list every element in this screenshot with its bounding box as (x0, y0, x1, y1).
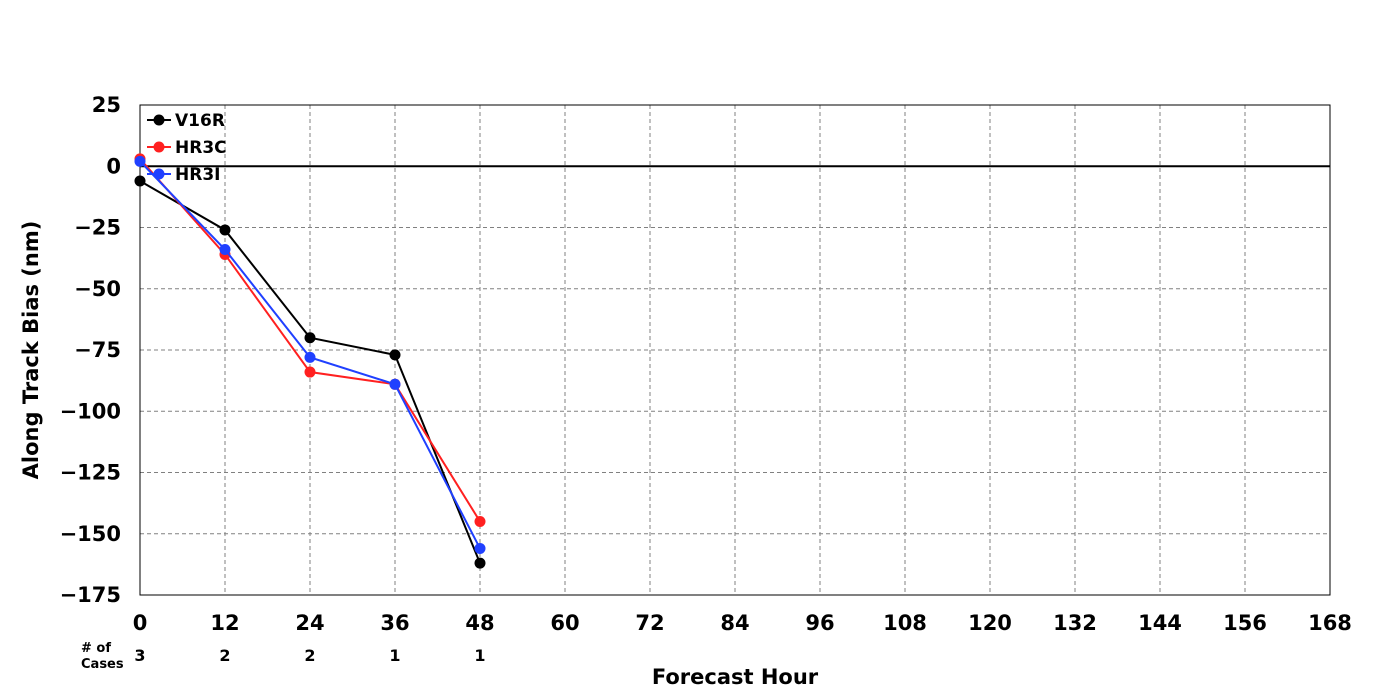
legend-marker-hr3i (153, 168, 165, 180)
y-axis-title: Along Track Bias (nm) (19, 221, 43, 480)
x-tick-label: 132 (1053, 611, 1097, 635)
x-tick-label: 168 (1308, 611, 1352, 635)
y-tick-label: −175 (60, 583, 121, 607)
cases-count: 1 (389, 646, 400, 665)
data-point-hr3i (219, 244, 231, 256)
y-tick-label: −150 (60, 522, 121, 546)
x-tick-labels: 0 12 24 36 48 60 72 84 96 108 120 132 144 156 168 (133, 611, 1352, 635)
data-point-hr3c (474, 516, 486, 527)
x-tick-label: 24 (295, 611, 324, 635)
gridlines (140, 105, 1330, 595)
y-tick-labels: 25 0 −25 −50 −75 −100 −125 −150 −175 (60, 93, 121, 607)
legend-marker-v16r (153, 114, 165, 126)
cases-count: 1 (474, 646, 485, 665)
y-tick-label: −75 (74, 338, 121, 362)
y-tick-label: −50 (74, 277, 121, 301)
x-tick-label: 12 (210, 611, 239, 635)
series-group (134, 153, 486, 569)
data-point-hr3i (389, 378, 401, 390)
data-point-v16r (389, 349, 401, 361)
cases-count: 2 (304, 646, 315, 665)
data-point-hr3i (474, 542, 486, 554)
data-point-hr3i (134, 155, 146, 167)
data-point-v16r (219, 224, 231, 236)
x-tick-label: 120 (968, 611, 1012, 635)
x-axis-title: Forecast Hour (652, 665, 819, 689)
y-tick-label: −25 (74, 216, 121, 240)
cases-count: 3 (134, 646, 145, 665)
y-tick-label: 0 (106, 154, 121, 178)
legend-marker-hr3c (153, 141, 165, 153)
data-point-v16r (474, 557, 486, 569)
cases-label: Cases (81, 657, 124, 672)
x-tick-label: 144 (1138, 611, 1182, 635)
cases-label: # of (81, 641, 111, 656)
x-tick-label: 108 (883, 611, 927, 635)
legend-label-hr3c: HR3C (175, 138, 227, 158)
data-point-v16r (304, 332, 316, 344)
plot-frame (139, 104, 1331, 596)
data-point-hr3c (304, 366, 316, 378)
x-tick-label: 72 (635, 611, 664, 635)
y-tick-label: 25 (92, 93, 121, 117)
y-tick-label: −100 (60, 399, 121, 423)
x-tick-label: 84 (720, 611, 749, 635)
cases-count: 2 (219, 646, 230, 665)
data-point-hr3i (304, 351, 316, 363)
data-point-v16r (134, 175, 146, 187)
x-tick-label: 96 (805, 611, 834, 635)
x-tick-label: 156 (1223, 611, 1267, 635)
x-tick-label: 48 (465, 611, 494, 635)
y-tick-label: −125 (60, 461, 121, 485)
legend-label-v16r: V16R (175, 111, 225, 131)
x-tick-label: 36 (380, 611, 409, 635)
legend-label-hr3i: HR3I (175, 165, 220, 185)
legend: V16R HR3C HR3I (147, 111, 227, 185)
x-tick-label: 60 (550, 611, 579, 635)
x-tick-label: 0 (133, 611, 148, 635)
